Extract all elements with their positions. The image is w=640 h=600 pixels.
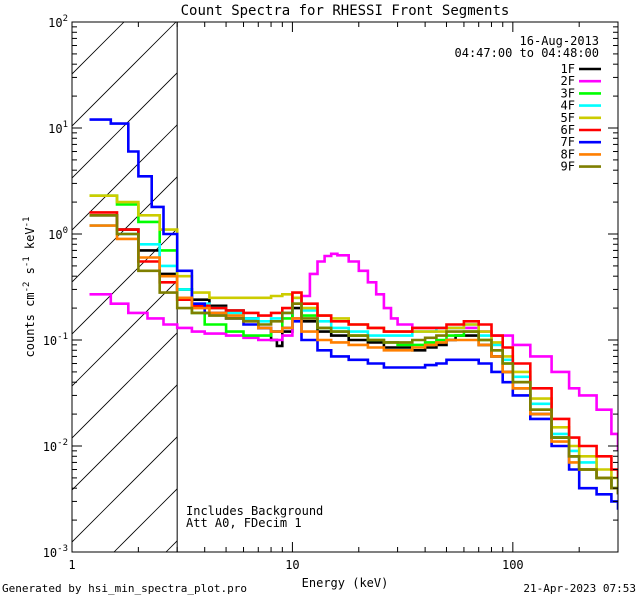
chart-title: Count Spectra for RHESSI Front Segments <box>181 3 510 19</box>
legend-label-7f: 7F <box>561 135 575 149</box>
legend-label-1f: 1F <box>561 62 575 76</box>
series-8f <box>89 224 618 495</box>
hatch-line <box>72 22 73 23</box>
y-tick-label: 102 <box>48 14 68 30</box>
legend-label-8f: 8F <box>561 147 575 161</box>
y-axis-label: counts cm-2 s-1 keV-1 <box>22 217 37 358</box>
hatch-line <box>72 22 177 127</box>
hatch-line <box>72 176 178 283</box>
hatch-line <box>72 436 178 543</box>
series-9f <box>89 214 618 495</box>
y-tick-label: 101 <box>48 120 68 136</box>
legend-label-2f: 2F <box>561 74 575 88</box>
x-tick-label: 100 <box>502 558 524 572</box>
series-6f <box>89 211 618 478</box>
series-5f <box>89 194 618 489</box>
y-tick-label: 100 <box>48 226 68 242</box>
annotation-attenuator: Att A0, FDecim 1 <box>186 516 302 530</box>
hatched-region <box>72 22 178 552</box>
legend-label-6f: 6F <box>561 123 575 137</box>
y-tick-label: 10-3 <box>43 544 68 560</box>
x-tick-label: 10 <box>285 558 299 572</box>
legend-label-4f: 4F <box>561 99 575 113</box>
x-axis-label: Energy (keV) <box>302 576 389 590</box>
hatch-line <box>72 124 178 231</box>
hatch-line <box>72 228 178 335</box>
legend-time-range: 04:47:00 to 04:48:00 <box>455 46 600 60</box>
y-tick-label: 10-2 <box>43 438 68 454</box>
hatch-line <box>72 332 178 439</box>
annotation-background: Includes Background <box>186 504 323 518</box>
hatch-line <box>72 22 125 75</box>
plot-frame <box>71 21 619 553</box>
hatch-line <box>72 384 178 491</box>
x-tick-label: 1 <box>68 558 75 572</box>
hatch-line <box>72 280 178 387</box>
y-tick-label: 10-1 <box>43 332 68 348</box>
footer-generated-by: Generated by hsi_min_spectra_plot.pro <box>2 582 248 595</box>
legend-date: 16-Aug-2013 <box>520 34 599 48</box>
series-1f <box>89 214 618 495</box>
legend-label-5f: 5F <box>561 111 575 125</box>
series-7f <box>89 118 618 510</box>
footer-timestamp: 21-Apr-2023 07:53 <box>523 582 636 595</box>
series-2f <box>89 252 618 451</box>
hatch-line <box>72 72 178 179</box>
legend-label-9f: 9F <box>561 160 575 174</box>
legend-label-3f: 3F <box>561 86 575 100</box>
